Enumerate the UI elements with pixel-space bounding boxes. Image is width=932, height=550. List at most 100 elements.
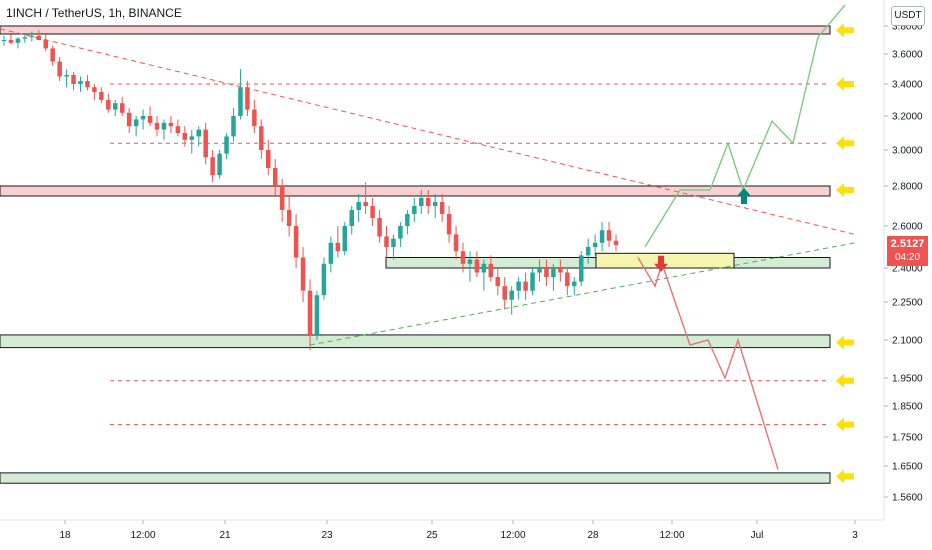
candle-body: [613, 240, 619, 245]
candle: [356, 194, 361, 222]
candle: [613, 234, 619, 252]
candle: [544, 259, 549, 287]
symbol-title: 1INCH / TetherUS, 1h, BINANCE: [6, 6, 182, 20]
candle: [85, 75, 90, 91]
buy-arrow-icon: [737, 188, 751, 204]
x-tick-label: 12:00: [659, 530, 684, 541]
candle-body: [92, 87, 97, 92]
candle-body: [467, 259, 473, 264]
zone-resistance: [0, 25, 831, 35]
candle: [398, 222, 403, 247]
candle-body: [266, 150, 271, 168]
candle-body: [370, 206, 375, 218]
candle-body: [599, 230, 605, 243]
candle: [405, 210, 410, 235]
candle: [446, 206, 452, 243]
candle: [578, 251, 584, 287]
candle: [300, 247, 306, 302]
candle: [439, 194, 445, 222]
candle: [328, 236, 334, 273]
candle-body: [558, 268, 563, 273]
level-pointer-icon: [836, 335, 854, 350]
candle: [161, 119, 167, 140]
candle-body: [272, 168, 278, 186]
candle: [29, 31, 35, 42]
candle: [224, 133, 229, 159]
candle-body: [113, 103, 118, 110]
candle-body: [363, 202, 368, 206]
candle: [342, 222, 348, 256]
time-axis: 18 12:00 21 23 25 12:00 28 12:00 Jul 3: [59, 520, 858, 541]
candle-body: [224, 136, 229, 154]
y-tick-label: 1.7500: [892, 433, 923, 444]
candle-body: [453, 234, 459, 252]
zone-resistance: [0, 185, 831, 197]
candle: [238, 69, 243, 120]
candle: [231, 108, 236, 142]
y-tick-label: 3.6000: [892, 50, 923, 61]
candle: [606, 222, 612, 247]
candle-body: [585, 247, 591, 256]
currency-badge[interactable]: USDT: [891, 6, 925, 26]
candle: [599, 222, 605, 252]
candle-body: [537, 268, 542, 273]
candle: [523, 272, 528, 300]
candle-body: [238, 87, 243, 116]
candle: [460, 242, 466, 273]
overlay-layer: [0, 4, 856, 470]
candle: [22, 33, 28, 43]
candle: [321, 257, 327, 300]
candle-body: [481, 263, 487, 273]
candle-body: [43, 40, 48, 49]
candle-body: [307, 290, 313, 335]
level-pointer-icon: [836, 373, 854, 388]
candle-body: [314, 295, 320, 335]
candle-body: [168, 122, 174, 127]
candle-body: [147, 116, 153, 123]
candle: [502, 277, 507, 310]
candle: [217, 150, 222, 179]
candle-body: [259, 126, 264, 150]
candle: [106, 93, 111, 113]
level-pointer-icon: [836, 23, 854, 38]
candle: [64, 69, 69, 88]
current-price: 2.5127: [890, 238, 925, 250]
level-pointer-icon: [836, 469, 854, 484]
candle-body: [29, 35, 35, 38]
candle-body: [377, 218, 382, 237]
scenario-bearish: [637, 257, 779, 470]
candle-body: [1, 40, 7, 41]
candle-body: [293, 226, 299, 258]
candle: [113, 100, 118, 116]
level-pointer-icon: [836, 136, 854, 151]
y-tick-label: 1.5600: [892, 493, 923, 504]
candle-body: [71, 75, 76, 84]
candle-body: [161, 122, 167, 130]
candle: [363, 182, 368, 214]
candle: [99, 87, 104, 104]
candle-body: [8, 40, 14, 43]
candle: [140, 109, 146, 130]
candle: [119, 96, 125, 116]
candle: [293, 214, 299, 268]
trendline-ascending_support: [309, 242, 856, 346]
candle: [8, 34, 14, 45]
candle-body: [509, 290, 514, 300]
candle: [266, 139, 271, 176]
candle: [384, 226, 389, 258]
candle-body: [460, 251, 466, 264]
candle: [391, 234, 396, 260]
candle: [307, 279, 313, 351]
zone-entry: [595, 252, 735, 269]
candle-body: [85, 81, 90, 88]
candle-body: [106, 100, 111, 110]
y-tick-label: 1.9500: [892, 374, 923, 385]
candle-body: [245, 87, 250, 110]
x-tick-label: 12:00: [130, 530, 155, 541]
y-tick-label: 1.8500: [892, 402, 923, 413]
candle: [370, 198, 375, 226]
candle-body: [419, 198, 424, 206]
candle: [182, 126, 188, 147]
candle: [210, 150, 215, 183]
